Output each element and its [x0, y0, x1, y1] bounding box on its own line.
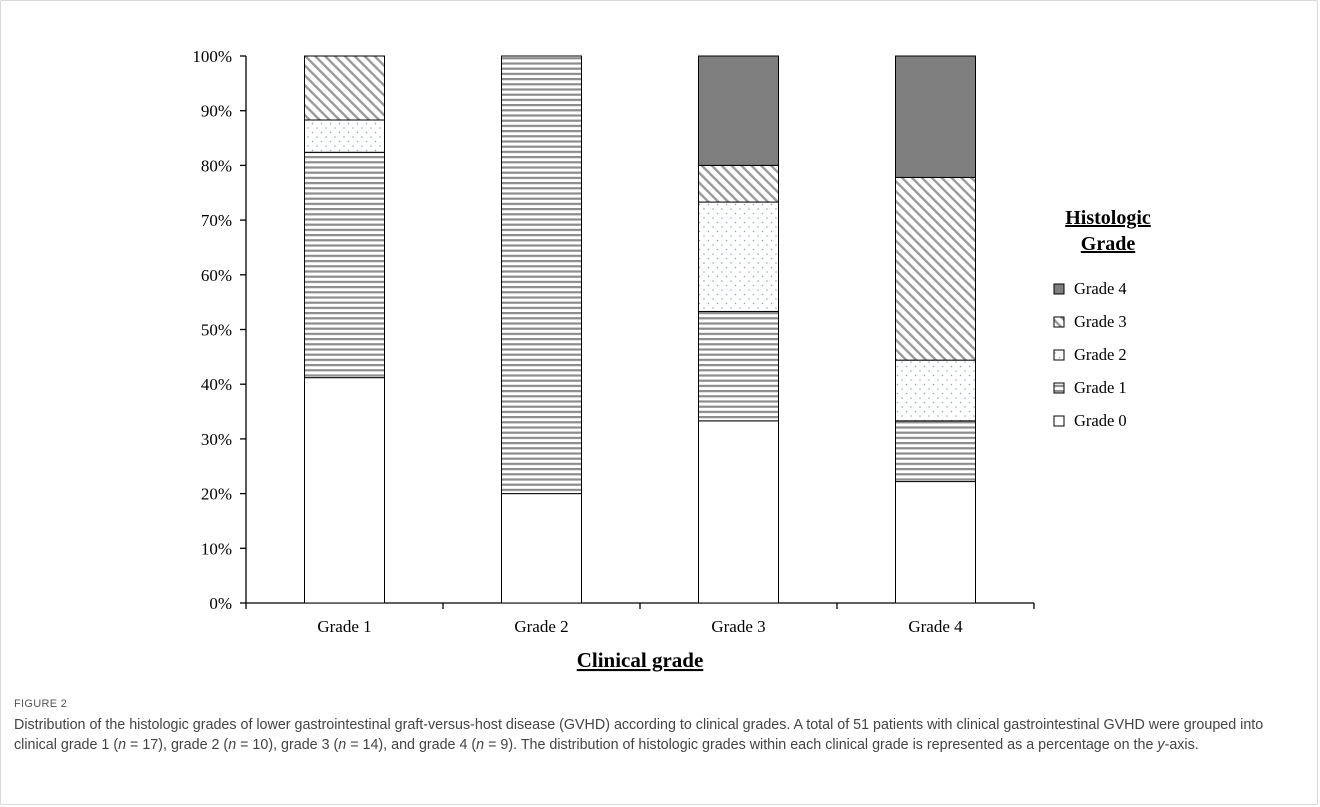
y-tick-label: 70% — [201, 211, 232, 230]
legend-label: Grade 1 — [1074, 378, 1127, 397]
legend-label: Grade 0 — [1074, 411, 1127, 430]
bar-segment — [304, 377, 385, 604]
axes: 0% 10% 20% 30% 40% 50% 60% 70% 80% 90% 100% Grade 1… — [192, 47, 1035, 672]
y-tick-label: 0% — [209, 594, 232, 613]
caption-italic-symbol: n — [476, 736, 485, 753]
x-axis-title: Clinical grade — [577, 648, 704, 672]
caption-text: Distribution of the histologic grades of… — [14, 716, 1306, 755]
y-tick-label: 40% — [201, 375, 232, 394]
y-tick-label: 20% — [201, 485, 232, 504]
legend-swatch — [1053, 283, 1065, 295]
caption-run: Distribution of the histologic grades of… — [14, 717, 1264, 753]
bar-segment — [895, 176, 976, 361]
legend-swatch — [1053, 316, 1065, 328]
bar-segment — [698, 55, 779, 166]
legend-label: Grade 3 — [1074, 312, 1127, 331]
stacked-bar-chart: 0% 10% 20% 30% 40% 50% 60% 70% 80% 90% 100% Grade 1… — [192, 47, 1151, 672]
y-tick-label: 30% — [201, 430, 232, 449]
legend-label: Grade 2 — [1074, 345, 1127, 364]
caption-run: -axis. — [1164, 736, 1199, 753]
x-tick-label: Grade 1 — [317, 617, 371, 636]
y-tick-label: 80% — [201, 156, 232, 175]
bar-segment — [304, 151, 385, 379]
bar-segment — [895, 55, 976, 178]
y-tick-label: 60% — [201, 266, 232, 285]
bar-segment — [501, 55, 582, 495]
caption-run: = 17), grade 2 ( — [126, 736, 229, 753]
bar-segment — [304, 119, 385, 153]
bars — [304, 55, 976, 604]
legend: Histologic Grade Grade 4 Grade 3 Grade 2 Grad… — [1053, 207, 1151, 430]
bar-segment — [698, 420, 779, 604]
legend-label: Grade 4 — [1074, 279, 1127, 298]
caption-italic-symbol: n — [228, 736, 237, 753]
y-tick-label: 50% — [201, 321, 232, 340]
legend-swatch — [1053, 382, 1065, 394]
legend-title: Histologic — [1065, 207, 1151, 229]
caption-run: = 10), grade 3 ( — [236, 736, 339, 753]
legend-swatch — [1053, 349, 1065, 361]
bar-segment — [698, 201, 779, 312]
bar-segment — [304, 55, 385, 121]
caption-run: = 9). The distribution of histologic gra… — [484, 736, 1158, 753]
caption-italic-symbol: n — [118, 736, 127, 753]
y-tick-label: 10% — [201, 539, 232, 558]
figure-caption: FIGURE 2 Distribution of the histologic … — [14, 698, 1306, 755]
figure-label: FIGURE 2 — [14, 698, 68, 710]
x-tick-label: Grade 2 — [514, 617, 568, 636]
caption-run: = 14), and grade 4 ( — [346, 736, 477, 753]
bar-segment — [698, 310, 779, 422]
bar-segment — [895, 481, 976, 604]
bar-segment — [895, 359, 976, 422]
legend-title: Grade — [1081, 233, 1136, 255]
x-tick-label: Grade 3 — [711, 617, 765, 636]
y-tick-label: 90% — [201, 102, 232, 121]
bar-segment — [698, 164, 779, 203]
legend-swatch — [1053, 415, 1065, 427]
y-tick-label: 100% — [192, 47, 232, 66]
bar-segment — [895, 420, 976, 483]
caption-italic-symbol: n — [338, 736, 347, 753]
caption-italic-symbol: y — [1157, 736, 1165, 753]
bar-segment — [501, 493, 582, 604]
x-tick-label: Grade 4 — [908, 617, 963, 636]
